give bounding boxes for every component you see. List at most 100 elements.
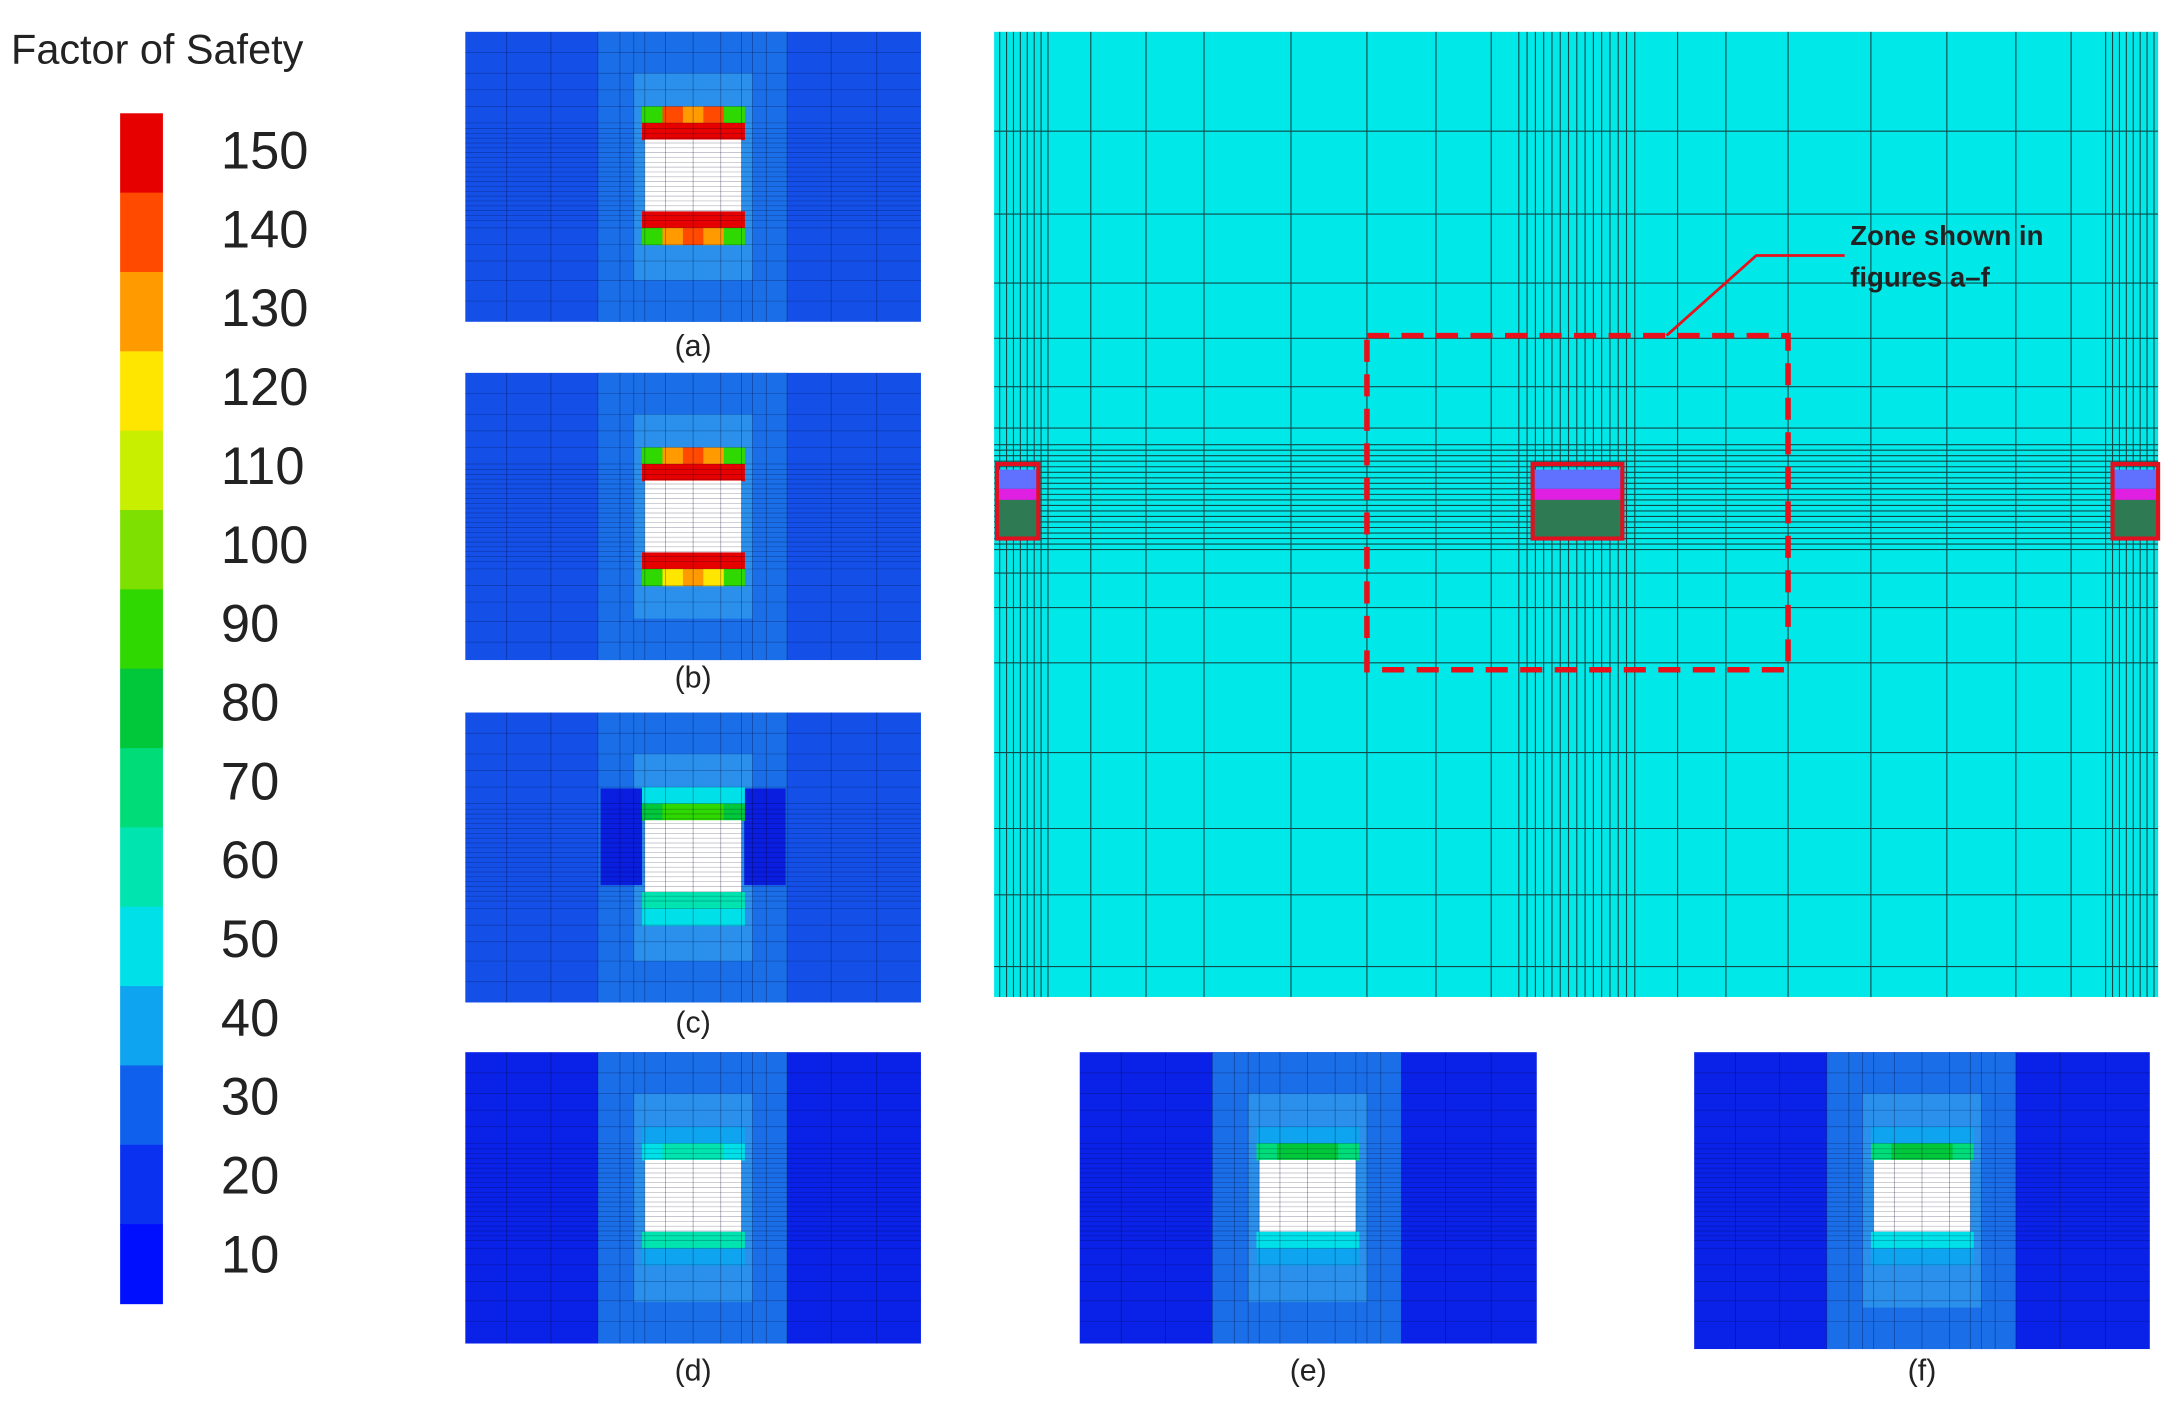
colorbar-segment — [120, 1065, 163, 1146]
contour-cell — [682, 787, 705, 805]
opening — [1873, 1159, 1971, 1232]
contour-cell — [723, 227, 745, 246]
colorbar-title: Factor of Safety — [11, 26, 304, 72]
colorbar-tick-label: 80 — [221, 674, 279, 732]
contour-cell — [723, 1126, 745, 1145]
contour-cell — [1870, 1126, 1893, 1145]
panel-caption: (f) — [1908, 1355, 1937, 1388]
contour-panel — [465, 31, 921, 322]
contour-cell — [1256, 1143, 1278, 1161]
colorbar-tick-label: 30 — [221, 1069, 279, 1127]
contour-cell — [682, 1126, 705, 1145]
contour-cell — [723, 1231, 745, 1249]
contour-cell — [1932, 1126, 1954, 1145]
panel-caption: (b) — [675, 661, 712, 694]
tunnel-outline — [1530, 461, 1625, 541]
contour-cell — [662, 1248, 684, 1266]
contour-cell — [662, 803, 684, 821]
contour-panel — [465, 372, 921, 661]
contour-cell — [1297, 1231, 1319, 1249]
tunnel-outline — [994, 461, 1041, 541]
panel-caption: (e) — [1290, 1355, 1327, 1388]
tunnel-layer — [1532, 488, 1623, 500]
contour-panel — [1079, 1052, 1537, 1344]
contour-panel — [465, 712, 921, 1003]
contour-cell — [1276, 1231, 1299, 1249]
contour-cell — [1911, 1248, 1933, 1266]
contour-cell — [703, 908, 725, 926]
contour-cell — [1932, 1248, 1954, 1266]
tunnel-fill — [996, 499, 1039, 539]
contour-cell — [703, 892, 725, 910]
contour-cell — [703, 552, 725, 570]
tunnel-layer — [996, 488, 1039, 500]
colorbar-segment — [120, 351, 163, 432]
contour-cell — [703, 227, 725, 246]
contour-cell — [682, 227, 705, 246]
contour-cell — [1297, 1248, 1319, 1266]
contour-cell — [1256, 1231, 1278, 1249]
contour-cell — [1256, 1248, 1278, 1266]
contour-cell — [723, 803, 745, 821]
contour-cell — [662, 568, 684, 587]
colorbar-segment — [120, 1224, 163, 1305]
contour-cell — [682, 908, 705, 926]
contour-cell — [703, 803, 725, 821]
colorbar-tick-label: 150 — [221, 123, 309, 181]
tunnel-layer — [2112, 488, 2159, 500]
contour-cell — [662, 1231, 684, 1249]
contour-cell — [642, 552, 664, 570]
contour-cell — [723, 1248, 745, 1266]
tunnel-fill — [1532, 499, 1623, 539]
contour-cell — [642, 787, 664, 805]
tunnel-fill — [2112, 499, 2159, 539]
contour-cell — [682, 892, 705, 910]
contour-cell — [723, 447, 745, 465]
annotation: figures a–f — [1850, 261, 1990, 292]
contour-cell — [642, 227, 664, 246]
panel-caption: (a) — [675, 330, 712, 363]
colorbar-segment — [120, 986, 163, 1067]
zone-box — [1364, 332, 1791, 673]
contour-panel — [1694, 1052, 2150, 1350]
contour-band — [600, 788, 643, 886]
contour-cell — [682, 106, 705, 124]
contour-cell — [723, 211, 745, 229]
contour-cell — [1317, 1231, 1339, 1249]
colorbar-segment — [120, 668, 163, 749]
contour-cell — [723, 122, 745, 141]
opening — [644, 1159, 742, 1232]
contour-cell — [723, 1143, 745, 1161]
contour-cell — [1891, 1126, 1913, 1145]
contour-cell — [642, 463, 664, 482]
colorbar-tick-label: 90 — [221, 596, 279, 654]
contour-cell — [662, 1126, 684, 1145]
contour-cell — [662, 908, 684, 926]
contour-cell — [1952, 1231, 1974, 1249]
contour-cell — [642, 447, 664, 465]
contour-cell — [1297, 1126, 1319, 1145]
contour-cell — [642, 1248, 664, 1266]
contour-cell — [682, 1248, 705, 1266]
colorbar-tick-label: 120 — [221, 359, 309, 417]
contour-cell — [723, 106, 745, 124]
tunnel-layer — [1532, 469, 1623, 489]
colorbar-tick-label: 20 — [221, 1147, 279, 1205]
contour-cell — [703, 1143, 725, 1161]
colorbar-tick-label: 10 — [221, 1226, 279, 1284]
contour-cell — [703, 1248, 725, 1266]
contour-cell — [662, 1143, 684, 1161]
colorbar-tick-label: 110 — [221, 438, 305, 496]
panel-caption: (c) — [675, 1007, 710, 1040]
contour-cell — [723, 892, 745, 910]
contour-cell — [1276, 1143, 1299, 1161]
contour-cell — [1932, 1143, 1954, 1161]
contour-cell — [723, 908, 745, 926]
contour-cell — [1891, 1143, 1913, 1161]
contour-cell — [723, 568, 745, 587]
contour-cell — [1317, 1126, 1339, 1145]
opening — [644, 820, 742, 893]
contour-cell — [642, 106, 664, 124]
